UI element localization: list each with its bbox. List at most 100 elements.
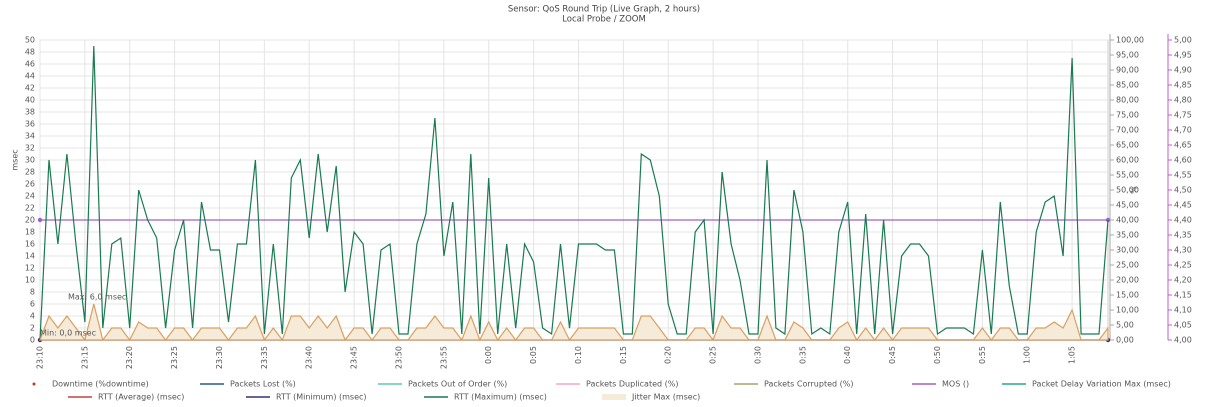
x-tick-label: 1:00 bbox=[1023, 346, 1032, 364]
legend-label: Jitter Max (msec) bbox=[631, 393, 700, 402]
y2-tick-label: 95,00 bbox=[1116, 51, 1139, 60]
y3-tick-label: 4,70 bbox=[1174, 126, 1192, 135]
y3-tick-label: 4,00 bbox=[1174, 336, 1192, 345]
area bbox=[39, 303, 1109, 342]
y2-tick-label: 50,00 bbox=[1116, 186, 1139, 195]
y2-tick-label: 45,00 bbox=[1116, 201, 1139, 210]
y3-tick-label: 4,10 bbox=[1174, 306, 1192, 315]
y-axis-label: msec bbox=[11, 149, 20, 170]
x-tick-label: 1:05 bbox=[1068, 346, 1077, 364]
chart-title: Sensor: QoS Round Trip (Live Graph, 2 ho… bbox=[508, 5, 700, 15]
x-tick-label: 23:55 bbox=[439, 346, 448, 369]
legend-label: Packet Delay Variation Max (msec) bbox=[1032, 380, 1171, 389]
y2-tick-label: 5,00 bbox=[1116, 321, 1134, 330]
y3-tick-label: 4,60 bbox=[1174, 156, 1192, 165]
legend-label: MOS () bbox=[942, 380, 969, 389]
y-tick-label: 12 bbox=[25, 264, 35, 273]
y2-tick-label: 80,00 bbox=[1116, 96, 1139, 105]
x-tick-label: 23:25 bbox=[170, 346, 179, 369]
y2-tick-label: 55,00 bbox=[1116, 171, 1139, 180]
y-tick-label: 14 bbox=[25, 252, 35, 261]
legend-label: Packets Corrupted (%) bbox=[764, 380, 853, 389]
y-tick-label: 44 bbox=[25, 72, 35, 81]
legend-label: Packets Duplicated (%) bbox=[586, 380, 678, 389]
y3-tick-label: 4,75 bbox=[1174, 111, 1192, 120]
y3-tick-label: 4,65 bbox=[1174, 141, 1192, 150]
x-tick-label: 0:20 bbox=[664, 346, 673, 364]
x-tick-label: 0:55 bbox=[978, 346, 987, 364]
x-tick-label: 23:40 bbox=[305, 346, 314, 369]
y3-tick-label: 4,50 bbox=[1174, 186, 1192, 195]
x-tick-label: 0:40 bbox=[843, 346, 852, 364]
y-tick-label: 20 bbox=[25, 216, 35, 225]
line bbox=[39, 45, 1109, 341]
legend-label: RTT (Average) (msec) bbox=[98, 393, 184, 402]
y-tick-label: 34 bbox=[25, 132, 35, 141]
y3-tick-label: 5,00 bbox=[1174, 36, 1192, 45]
legend-marker bbox=[32, 382, 36, 386]
y-tick-label: 10 bbox=[25, 276, 35, 285]
y3-tick-label: 4,55 bbox=[1174, 171, 1192, 180]
y3-tick-label: 4,80 bbox=[1174, 96, 1192, 105]
y-tick-label: 18 bbox=[25, 228, 35, 237]
y2-tick-label: 90,00 bbox=[1116, 66, 1139, 75]
y-tick-label: 16 bbox=[25, 240, 35, 249]
y-tick-label: 50 bbox=[25, 36, 35, 45]
x-tick-label: 0:10 bbox=[574, 346, 583, 364]
x-tick-label: 23:20 bbox=[125, 346, 134, 369]
x-tick-label: 23:30 bbox=[215, 346, 224, 369]
y2-axis-label: % bbox=[1130, 186, 1139, 194]
y2-tick-label: 10,00 bbox=[1116, 306, 1139, 315]
y-tick-label: 38 bbox=[25, 108, 35, 117]
y-tick-label: 48 bbox=[25, 48, 35, 57]
annotation: Max: 6,0 msec bbox=[68, 293, 126, 302]
y-tick-label: 28 bbox=[25, 168, 35, 177]
x-tick-label: 0:30 bbox=[753, 346, 762, 364]
y-tick-label: 42 bbox=[25, 84, 35, 93]
y2-tick-label: 65,00 bbox=[1116, 141, 1139, 150]
y2-tick-label: 85,00 bbox=[1116, 81, 1139, 90]
y3-tick-label: 4,15 bbox=[1174, 291, 1192, 300]
y3-tick-label: 4,30 bbox=[1174, 246, 1192, 255]
y3-tick-label: 4,05 bbox=[1174, 321, 1192, 330]
y2-tick-label: 20,00 bbox=[1116, 276, 1139, 285]
y2-tick-label: 40,00 bbox=[1116, 216, 1139, 225]
y-tick-label: 40 bbox=[25, 96, 35, 105]
legend-label: Packets Lost (%) bbox=[230, 380, 296, 389]
y2-tick-label: 15,00 bbox=[1116, 291, 1139, 300]
annotation: Min: 0,0 msec bbox=[40, 329, 96, 338]
x-tick-label: 0:45 bbox=[888, 346, 897, 364]
x-tick-label: 23:35 bbox=[260, 346, 269, 369]
y2-tick-label: 25,00 bbox=[1116, 261, 1139, 270]
y3-tick-label: 4,85 bbox=[1174, 81, 1192, 90]
legend-label: Downtime (%downtime) bbox=[52, 380, 149, 389]
y-tick-label: 30 bbox=[25, 156, 35, 165]
y2-tick-label: 70,00 bbox=[1116, 126, 1139, 135]
y-tick-label: 26 bbox=[25, 180, 35, 189]
y-tick-label: 32 bbox=[25, 144, 35, 153]
x-tick-label: 0:50 bbox=[933, 346, 942, 364]
y-tick-label: 8 bbox=[30, 288, 35, 297]
y-tick-label: 0 bbox=[30, 336, 35, 345]
x-tick-label: 0:15 bbox=[619, 346, 628, 364]
x-tick-label: 23:10 bbox=[36, 346, 45, 369]
plot-area bbox=[39, 39, 1109, 341]
y3-tick-label: 4,95 bbox=[1174, 51, 1192, 60]
legend-label: RTT (Maximum) (msec) bbox=[454, 393, 547, 402]
x-tick-label: 0:25 bbox=[709, 346, 718, 364]
y2-tick-label: 100,00 bbox=[1116, 36, 1144, 45]
y3-tick-label: 4,90 bbox=[1174, 66, 1192, 75]
y2-tick-label: 60,00 bbox=[1116, 156, 1139, 165]
y-tick-label: 46 bbox=[25, 60, 35, 69]
y-tick-label: 4 bbox=[30, 312, 35, 321]
x-tick-label: 23:15 bbox=[80, 346, 89, 369]
y2-tick-label: 0,00 bbox=[1116, 336, 1134, 345]
y-tick-label: 2 bbox=[30, 324, 35, 333]
y2-tick-label: 75,00 bbox=[1116, 111, 1139, 120]
y2-tick-label: 30,00 bbox=[1116, 246, 1139, 255]
y3-tick-label: 4,25 bbox=[1174, 261, 1192, 270]
x-tick-label: 0:35 bbox=[798, 346, 807, 364]
x-tick-label: 23:45 bbox=[350, 346, 359, 369]
end-marker bbox=[37, 217, 43, 223]
legend-label: Packets Out of Order (%) bbox=[408, 380, 507, 389]
